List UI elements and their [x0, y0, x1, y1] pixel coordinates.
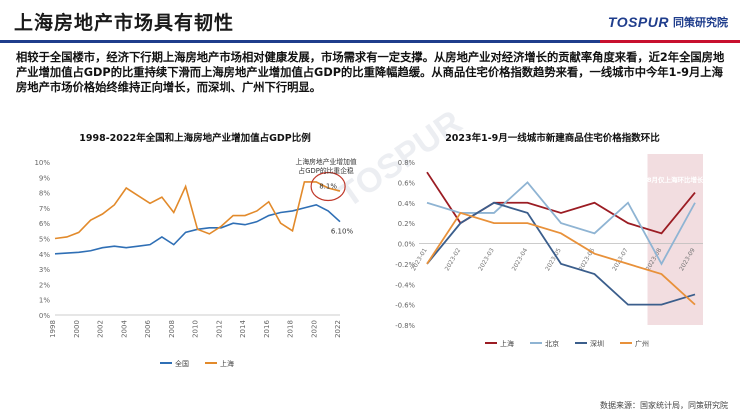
page-title: 上海房地产市场具有韧性 [14, 12, 235, 34]
chart2-legend-label: 北京 [545, 339, 559, 348]
chart2-ytick: 0.6% [398, 179, 416, 187]
chart1-ytick: 8% [39, 190, 50, 198]
chart2-ytick: 0.0% [398, 241, 416, 249]
chart1-ytick: 1% [39, 297, 50, 305]
chart2-title: 2023年1-9月一线城市新建商品住宅价格指数环比 [445, 133, 660, 144]
chart1-xtick: 2006 [144, 320, 152, 338]
chart2-legend-label: 深圳 [590, 339, 604, 348]
summary-paragraph: 相较于全国楼市，经济下行期上海房地产市场相对健康发展，市场需求有一定支撑。从房地… [16, 51, 725, 94]
chart1-series-shanghai [54, 181, 341, 240]
chart1-ytick: 10% [34, 159, 50, 167]
chart1-xtick: 1998 [49, 320, 57, 338]
chart2-legend-label: 广州 [635, 339, 649, 348]
chart1-ytick: 5% [39, 236, 50, 244]
chart2-ytick: -0.4% [395, 281, 415, 289]
chart2: 8月仅上海环比增长 -0.8% -0.6% -0.4% -0.2% 0.0% 0.2% 0.4… [395, 154, 704, 348]
chart1-xtick: 2000 [73, 320, 81, 338]
chart2-ytick: -0.6% [395, 302, 415, 310]
chart1-callout-2: 占GDP的比重企稳 [298, 166, 354, 175]
chart1-xtick: 2020 [310, 320, 318, 338]
chart1-highlight-circle [310, 171, 346, 202]
header-rule [0, 40, 740, 43]
chart2-highlight-label: 8月仅上海环比增长 [647, 175, 704, 184]
chart2-ytick: 0.2% [398, 220, 416, 228]
chart1-ytick: 0% [39, 312, 50, 320]
chart1-callout: 上海房地产业增加值 [296, 157, 357, 166]
chart1-label-shanghai: 8.1% [319, 182, 337, 190]
chart1: 0% 1% 2% 3% 4% 5% 6% 7% 8% 9% 10% 1998 2000 2002 2004 2… [34, 157, 357, 368]
chart1-xtick: 2018 [287, 320, 295, 338]
logo: TOSPUR 同策研究院 [608, 14, 728, 30]
chart2-ytick: 0.8% [398, 159, 416, 167]
chart2-ytick: -0.2% [395, 261, 415, 269]
chart1-xtick: 2004 [120, 320, 128, 338]
chart1-ytick: 2% [39, 281, 50, 289]
header-rule-accent [600, 40, 740, 43]
chart1-ytick: 9% [39, 174, 50, 182]
chart2-series-guangzhou [426, 211, 696, 306]
chart1-ytick: 6% [39, 220, 50, 228]
chart1-label-national: 6.10% [331, 228, 354, 236]
chart1-ytick: 4% [39, 251, 50, 259]
chart1-ytick: 7% [39, 205, 50, 213]
data-source: 数据来源：国家统计局，同策研究院 [600, 401, 728, 410]
chart2-xtick: 2023-03 [477, 247, 496, 272]
chart2-ytick: 0.4% [398, 200, 416, 208]
chart1-ytick: 3% [39, 266, 50, 274]
chart1-xtick: 2014 [239, 320, 247, 338]
chart2-xtick: 2023-01 [410, 247, 429, 272]
chart2-xtick: 2023-04 [511, 247, 530, 272]
chart1-xtick: 2022 [334, 320, 342, 338]
chart1-legend-label: 全国 [175, 359, 189, 368]
chart1-xtick: 2010 [192, 320, 200, 338]
chart2-legend-label: 上海 [500, 339, 514, 348]
logo-brand-cn: 同策研究院 [673, 16, 728, 29]
chart2-xtick: 2023-02 [444, 247, 463, 272]
chart1-xtick: 2002 [97, 320, 105, 338]
chart1-title: 1998-2022年全国和上海房地产业增加值占GDP比例 [79, 133, 311, 144]
chart2-xtick: 2023-05 [544, 247, 563, 272]
chart1-xtick: 2016 [263, 320, 271, 338]
chart1-xtick: 2012 [215, 320, 223, 338]
chart1-xtick: 2008 [168, 320, 176, 338]
chart2-series-beijing [426, 181, 696, 266]
chart2-xtick: 2023-06 [578, 247, 597, 272]
chart2-ytick: -0.8% [395, 322, 415, 330]
logo-brand: TOSPUR [607, 14, 669, 30]
chart1-legend-label: 上海 [220, 359, 234, 368]
